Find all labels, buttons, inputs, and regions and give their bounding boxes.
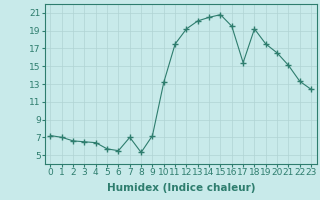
- X-axis label: Humidex (Indice chaleur): Humidex (Indice chaleur): [107, 183, 255, 193]
